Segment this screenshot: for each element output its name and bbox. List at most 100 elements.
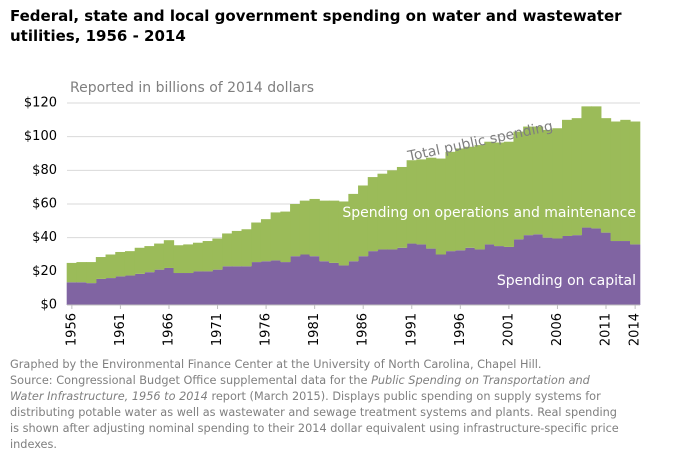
x-tick-label: 1961: [113, 313, 128, 346]
x-tick-label: 1996: [453, 313, 468, 346]
area-step: [192, 271, 204, 305]
y-tick-label: $80: [32, 163, 57, 178]
area-step: [416, 244, 427, 305]
x-tick-label: 1966: [161, 313, 176, 346]
area-step: [396, 247, 408, 305]
area-step: [95, 278, 107, 305]
area-step: [610, 241, 621, 305]
area-step: [367, 177, 379, 252]
x-tick-label: 1976: [259, 313, 274, 346]
area-step: [367, 251, 379, 305]
area-step: [620, 241, 631, 305]
area-step: [464, 247, 476, 305]
area-step: [319, 200, 330, 262]
area-step: [503, 246, 515, 305]
area-step: [494, 142, 505, 247]
area-step: [328, 262, 340, 305]
area-step: [309, 256, 320, 305]
area-step: [328, 200, 340, 263]
area-step: [445, 151, 456, 252]
area-step: [231, 230, 243, 267]
area-step: [464, 146, 476, 248]
area-step: [231, 266, 243, 305]
area-step: [571, 118, 583, 236]
area-step: [66, 282, 78, 305]
x-tick-label: 2006: [550, 313, 565, 346]
x-tick-label: 1986: [356, 313, 371, 346]
area-step: [202, 241, 213, 272]
area-step: [581, 227, 592, 305]
area-step: [358, 256, 369, 305]
area-step: [299, 200, 311, 255]
area-step: [513, 239, 524, 305]
source-title: Public Spending on Transportation and Wa…: [10, 374, 590, 403]
area-step: [629, 244, 641, 305]
area-step: [600, 118, 612, 233]
chart-title: Federal, state and local government spen…: [10, 7, 622, 45]
x-tick-label: 1971: [210, 313, 225, 346]
area-step: [455, 148, 466, 251]
y-tick-label: $60: [32, 197, 57, 212]
area-step: [620, 119, 631, 242]
y-tick-label: $40: [32, 230, 57, 245]
area-step: [134, 247, 145, 274]
area-step: [115, 251, 126, 277]
area-step: [591, 106, 602, 229]
area-step: [484, 244, 495, 305]
area-step: [115, 276, 126, 305]
x-tick-label: 1991: [404, 313, 419, 346]
area-step: [387, 170, 398, 250]
footnote: Graphed by the Environmental Finance Cen…: [10, 357, 620, 453]
area-step: [124, 275, 136, 305]
area-step: [173, 245, 184, 274]
source: Source: Congressional Budget Office supp…: [10, 373, 620, 453]
y-tick-label: $20: [32, 264, 57, 279]
area-step: [260, 261, 272, 305]
area-step: [542, 129, 553, 238]
area-step: [163, 240, 175, 268]
area-step: [290, 256, 301, 305]
area-step: [124, 251, 136, 276]
area-step: [280, 211, 291, 263]
chart: $0 $20 $40 $60 $80 $100 $120 1956 1961 1966 1971 19…: [24, 80, 643, 346]
area-step: [581, 106, 592, 228]
area-step: [426, 248, 437, 305]
area-step: [212, 269, 223, 305]
area-step: [144, 246, 155, 273]
area-step: [435, 158, 447, 255]
area-step: [503, 141, 515, 247]
area-step: [455, 250, 466, 305]
x-tick-label: 2001: [501, 313, 516, 346]
area-step: [76, 262, 87, 283]
x-tick-label: 1981: [307, 313, 322, 346]
area-step: [610, 121, 621, 242]
area-step: [299, 254, 311, 305]
area-step: [76, 282, 87, 305]
y-tick-label: $100: [24, 129, 57, 144]
area-step: [280, 262, 291, 305]
source-text: Source: Congressional Budget Office supp…: [10, 374, 372, 387]
x-tick-label: 1956: [64, 313, 79, 346]
area-step: [552, 238, 563, 305]
area-step: [474, 145, 485, 250]
series-label: Spending on operations and maintenance: [342, 205, 636, 221]
area-step: [212, 238, 223, 270]
area-step: [562, 119, 573, 236]
area-step: [105, 278, 116, 305]
area-step: [348, 193, 359, 262]
area-step: [494, 246, 505, 305]
area-step: [309, 198, 320, 257]
area-step: [552, 128, 563, 239]
area-step: [562, 235, 573, 305]
y-tick-label: $120: [24, 96, 57, 111]
area-step: [183, 273, 194, 305]
area-step: [377, 249, 388, 305]
y-tick-label: $0: [40, 298, 57, 313]
area-step: [222, 233, 233, 267]
area-step: [474, 249, 485, 305]
area-step: [396, 166, 408, 248]
area-step: [406, 243, 417, 305]
area-step: [183, 244, 194, 274]
area-step: [270, 212, 281, 261]
area-step: [358, 185, 369, 257]
